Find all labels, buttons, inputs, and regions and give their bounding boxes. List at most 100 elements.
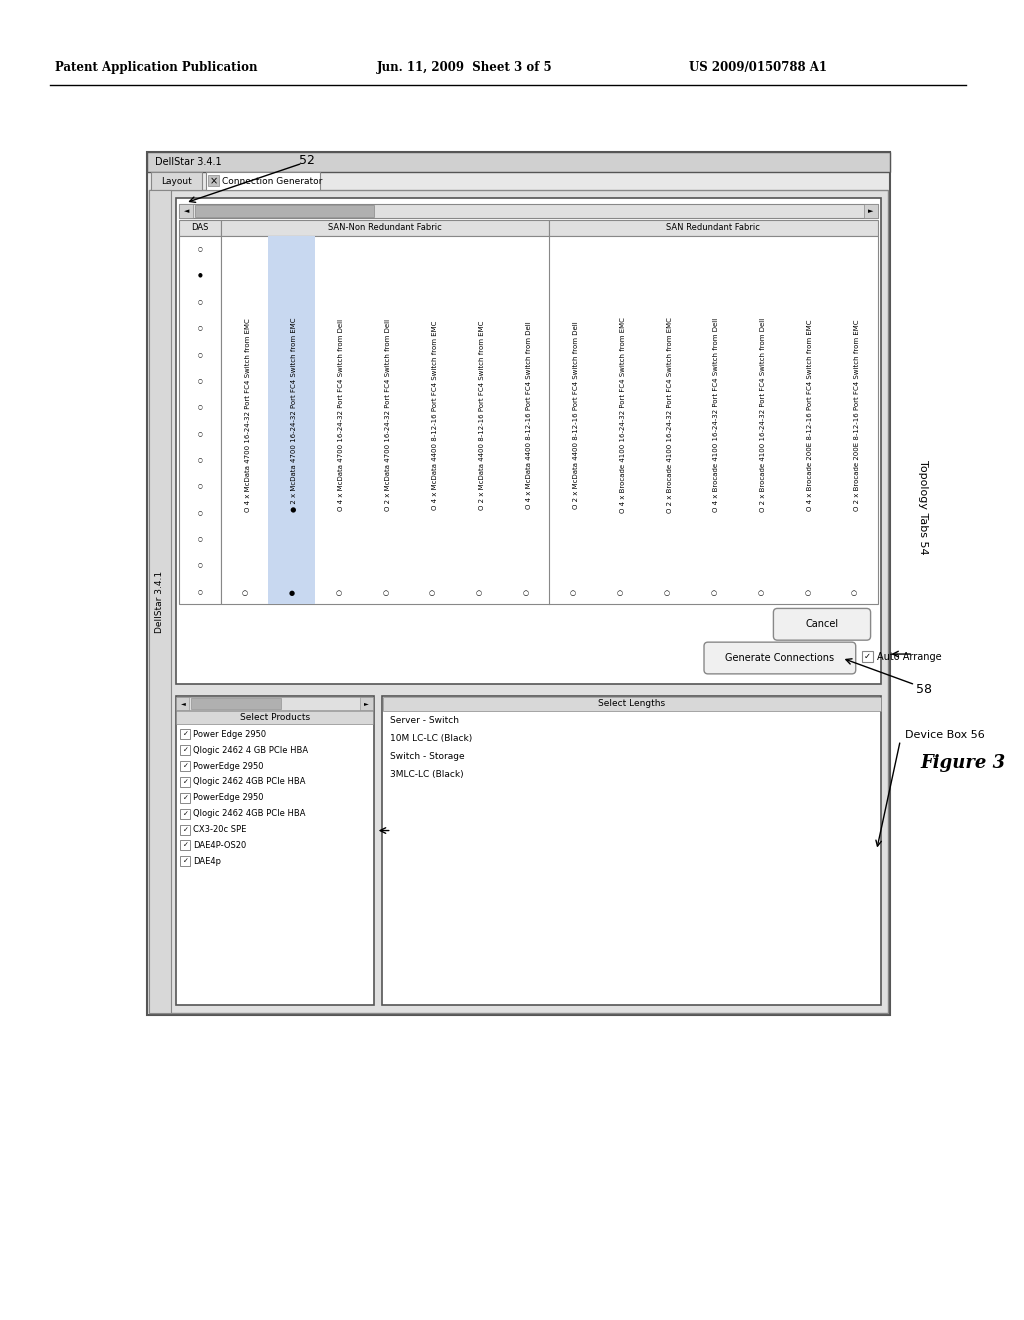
Text: Layout: Layout	[161, 177, 191, 186]
Bar	[180, 857, 190, 866]
Text: ● 2 x McData 4700 16-24-32 Port FC4 Switch from EMC: ● 2 x McData 4700 16-24-32 Port FC4 Swit…	[292, 318, 297, 512]
Text: PowerEdge 2950: PowerEdge 2950	[194, 793, 264, 803]
Text: ○: ○	[851, 590, 857, 595]
Bar	[175, 696, 374, 1005]
Text: Select Lengths: Select Lengths	[598, 700, 666, 708]
Text: 10M LC-LC (Black): 10M LC-LC (Black)	[390, 734, 472, 743]
Text: ○: ○	[198, 404, 203, 409]
Text: ○: ○	[198, 351, 203, 356]
Text: ×: ×	[210, 176, 218, 186]
Text: Qlogic 2462 4 GB PCIe HBA: Qlogic 2462 4 GB PCIe HBA	[194, 746, 308, 755]
Bar	[179, 203, 194, 218]
Text: O 2 x Brocade 4100 16-24-32 Port FC4 Switch from Dell: O 2 x Brocade 4100 16-24-32 Port FC4 Swi…	[760, 318, 766, 512]
Text: ►: ►	[364, 701, 369, 706]
Bar	[180, 762, 190, 771]
Bar	[359, 697, 373, 710]
Text: O 2 x Brocade 200E 8-12-16 Port FC4 Switch from EMC: O 2 x Brocade 200E 8-12-16 Port FC4 Swit…	[854, 319, 860, 511]
Text: DAE4P-OS20: DAE4P-OS20	[194, 841, 247, 850]
Text: ○: ○	[198, 247, 203, 251]
Bar	[179, 219, 221, 235]
Text: ○: ○	[198, 430, 203, 436]
Text: ✓: ✓	[182, 763, 188, 770]
Text: ✓: ✓	[182, 731, 188, 738]
Bar	[863, 203, 878, 218]
Bar	[268, 235, 315, 605]
Text: ◄: ◄	[183, 207, 189, 214]
Text: O 4 x Brocade 200E 8-12-16 Port FC4 Switch from EMC: O 4 x Brocade 200E 8-12-16 Port FC4 Swit…	[807, 319, 813, 511]
Text: ○: ○	[198, 378, 203, 383]
Text: ○: ○	[198, 562, 203, 568]
Bar	[206, 172, 321, 190]
Text: ✓: ✓	[863, 652, 870, 661]
Bar	[146, 152, 891, 172]
Bar	[180, 746, 190, 755]
Text: ○: ○	[198, 510, 203, 515]
Text: ✓: ✓	[182, 810, 188, 817]
Text: ○: ○	[616, 590, 623, 595]
Text: DellStar 3.4.1: DellStar 3.4.1	[156, 570, 164, 632]
Bar	[151, 172, 203, 190]
Bar	[208, 176, 219, 186]
FancyBboxPatch shape	[773, 609, 870, 640]
Text: ○: ○	[382, 590, 388, 595]
Bar	[176, 710, 373, 725]
Bar	[148, 190, 171, 1012]
Text: ○: ○	[523, 590, 529, 595]
Text: Figure 3: Figure 3	[921, 754, 1006, 772]
Text: ○: ○	[198, 483, 203, 488]
Bar	[176, 697, 189, 710]
Bar	[180, 809, 190, 818]
Bar	[191, 698, 281, 709]
Bar	[196, 205, 374, 216]
Bar	[180, 825, 190, 834]
Text: Jun. 11, 2009  Sheet 3 of 5: Jun. 11, 2009 Sheet 3 of 5	[377, 61, 552, 74]
Text: O 2 x Brocade 4100 16-24-32 Port FC4 Switch from EMC: O 2 x Brocade 4100 16-24-32 Port FC4 Swi…	[667, 317, 673, 513]
Text: ○: ○	[476, 590, 482, 595]
Text: 52: 52	[299, 153, 315, 166]
Text: 58: 58	[916, 684, 932, 696]
Bar	[175, 198, 882, 684]
Text: ✓: ✓	[182, 826, 188, 833]
Text: O 4 x McData 4700 16-24-32 Port FC4 Switch from EMC: O 4 x McData 4700 16-24-32 Port FC4 Swit…	[245, 318, 251, 512]
Text: DAE4p: DAE4p	[194, 857, 221, 866]
Text: ●: ●	[289, 590, 295, 595]
Text: ✓: ✓	[182, 795, 188, 801]
Text: ◄: ◄	[180, 701, 185, 706]
Text: Connection Generator: Connection Generator	[222, 177, 323, 186]
Text: ○: ○	[804, 590, 810, 595]
Bar	[221, 219, 549, 235]
Text: ●: ●	[198, 273, 203, 277]
Bar	[180, 793, 190, 803]
Bar	[146, 152, 891, 1015]
Text: ○: ○	[198, 325, 203, 330]
Text: Power Edge 2950: Power Edge 2950	[194, 730, 266, 739]
Text: ✓: ✓	[182, 779, 188, 785]
Text: SAN-Non Redundant Fabric: SAN-Non Redundant Fabric	[329, 223, 442, 232]
Text: Device Box 56: Device Box 56	[905, 730, 985, 741]
Bar	[549, 219, 878, 235]
Bar	[383, 697, 881, 710]
Text: CX3-20c SPE: CX3-20c SPE	[194, 825, 247, 834]
Bar	[180, 777, 190, 787]
Text: O 4 x McData 4400 8-12-16 Port FC4 Switch from Dell: O 4 x McData 4400 8-12-16 Port FC4 Switc…	[526, 321, 531, 510]
Bar	[861, 651, 872, 663]
Text: ○: ○	[758, 590, 763, 595]
Text: ✓: ✓	[182, 747, 188, 754]
Text: ○: ○	[429, 590, 435, 595]
Bar	[179, 235, 221, 605]
Text: Qlogic 2462 4GB PCIe HBA: Qlogic 2462 4GB PCIe HBA	[194, 777, 306, 787]
Text: Patent Application Publication: Patent Application Publication	[54, 61, 257, 74]
Text: ○: ○	[569, 590, 575, 595]
Text: US 2009/0150788 A1: US 2009/0150788 A1	[689, 61, 827, 74]
Text: DAS: DAS	[191, 223, 209, 232]
Text: ✓: ✓	[182, 858, 188, 865]
Text: O 4 x Brocade 4100 16-24-32 Port FC4 Switch from EMC: O 4 x Brocade 4100 16-24-32 Port FC4 Swi…	[620, 317, 626, 513]
Text: SAN Redundant Fabric: SAN Redundant Fabric	[667, 223, 761, 232]
Text: ○: ○	[664, 590, 670, 595]
Text: Select Products: Select Products	[240, 713, 309, 722]
Bar	[180, 730, 190, 739]
Text: Auto Arrange: Auto Arrange	[877, 652, 941, 661]
Text: Cancel: Cancel	[806, 619, 839, 630]
Text: 3MLC-LC (Black): 3MLC-LC (Black)	[390, 770, 463, 779]
Text: ○: ○	[198, 589, 203, 594]
